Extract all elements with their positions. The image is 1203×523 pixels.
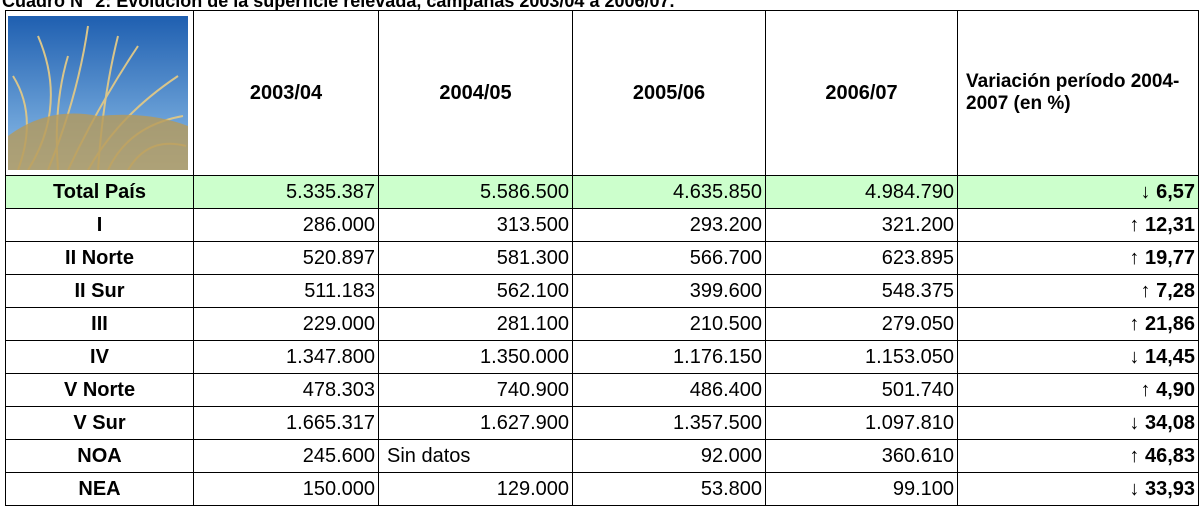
- table-cell: 1.153.050: [765, 340, 958, 374]
- table-cell: 129.000: [378, 472, 573, 506]
- table-cell: 501.740: [765, 373, 958, 407]
- table-cell: ↓ 34,08: [957, 406, 1199, 440]
- header-row: 2003/04 2004/05 2005/06 2006/07 Variación pe…: [5, 10, 1199, 176]
- table-cell: ↓ 6,57: [957, 175, 1199, 209]
- column-header: 2006/07: [765, 10, 958, 176]
- table-cell: 520.897: [193, 241, 379, 275]
- column-header: Variación período 2004-2007 (en %): [957, 10, 1199, 176]
- table-cell: ↑ 46,83: [957, 439, 1199, 473]
- table-cell: 5.586.500: [378, 175, 573, 209]
- table-row: Total País 5.335.387 5.586.500 4.635.850 4.9…: [5, 175, 1199, 209]
- row-label: II Sur: [5, 274, 194, 308]
- table-cell: 1.627.900: [378, 406, 573, 440]
- table-cell: 740.900: [378, 373, 573, 407]
- table-row: III 229.000 281.100 210.500 279.050 ↑ 21,86: [5, 307, 1199, 341]
- table-cell: 486.400: [572, 373, 766, 407]
- table-cell: Sin datos: [378, 439, 573, 473]
- table-cell: 1.347.800: [193, 340, 379, 374]
- table-cell: 478.303: [193, 373, 379, 407]
- column-header: 2003/04: [193, 10, 379, 176]
- table-cell: 511.183: [193, 274, 379, 308]
- row-label: III: [5, 307, 194, 341]
- table-title: Cuadro N° 2: Evolución de la superficie …: [2, 0, 675, 11]
- column-header: 2005/06: [572, 10, 766, 176]
- row-label: Total País: [5, 175, 194, 209]
- table-cell: 229.000: [193, 307, 379, 341]
- row-label: V Norte: [5, 373, 194, 407]
- table-cell: 279.050: [765, 307, 958, 341]
- table-cell: 313.500: [378, 208, 573, 242]
- row-label: I: [5, 208, 194, 242]
- table-cell: 53.800: [572, 472, 766, 506]
- table-cell: 150.000: [193, 472, 379, 506]
- table-cell: 623.895: [765, 241, 958, 275]
- grass-image: [8, 16, 188, 170]
- table-cell: 399.600: [572, 274, 766, 308]
- table-cell: 321.200: [765, 208, 958, 242]
- table-cell: ↑ 21,86: [957, 307, 1199, 341]
- table-row: II Sur 511.183 562.100 399.600 548.375 ↑ 7,28: [5, 274, 1199, 308]
- row-label: NEA: [5, 472, 194, 506]
- table-cell: 281.100: [378, 307, 573, 341]
- table-cell: 293.200: [572, 208, 766, 242]
- table-cell: 4.984.790: [765, 175, 958, 209]
- table-cell: ↑ 12,31: [957, 208, 1199, 242]
- table-cell: 5.335.387: [193, 175, 379, 209]
- table-row: II Norte 520.897 581.300 566.700 623.895 ↑ 19…: [5, 241, 1199, 275]
- table-cell: 4.635.850: [572, 175, 766, 209]
- table-cell: 286.000: [193, 208, 379, 242]
- table-cell: 1.665.317: [193, 406, 379, 440]
- table-cell: ↓ 14,45: [957, 340, 1199, 374]
- table-cell: 566.700: [572, 241, 766, 275]
- row-label: IV: [5, 340, 194, 374]
- data-table: 2003/04 2004/05 2005/06 2006/07 Variación pe…: [5, 10, 1199, 506]
- table-row: I 286.000 313.500 293.200 321.200 ↑ 12,31: [5, 208, 1199, 242]
- table-cell: 210.500: [572, 307, 766, 341]
- table-row: V Norte 478.303 740.900 486.400 501.740 ↑ 4,9…: [5, 373, 1199, 407]
- table-cell: 1.357.500: [572, 406, 766, 440]
- table-cell: ↑ 4,90: [957, 373, 1199, 407]
- table-cell: ↑ 7,28: [957, 274, 1199, 308]
- image-cell: [5, 10, 194, 176]
- table-cell: 92.000: [572, 439, 766, 473]
- table-cell: 360.610: [765, 439, 958, 473]
- table-cell: 245.600: [193, 439, 379, 473]
- table-row: IV 1.347.800 1.350.000 1.176.150 1.153.050 ↓ …: [5, 340, 1199, 374]
- table-cell: 1.176.150: [572, 340, 766, 374]
- table-row: NEA 150.000 129.000 53.800 99.100 ↓ 33,93: [5, 472, 1199, 506]
- table-cell: 1.097.810: [765, 406, 958, 440]
- table-cell: 581.300: [378, 241, 573, 275]
- table-row: V Sur 1.665.317 1.627.900 1.357.500 1.097.81…: [5, 406, 1199, 440]
- row-label: NOA: [5, 439, 194, 473]
- row-label: V Sur: [5, 406, 194, 440]
- table-cell: ↓ 33,93: [957, 472, 1199, 506]
- column-header: 2004/05: [378, 10, 573, 176]
- table-cell: 99.100: [765, 472, 958, 506]
- table-cell: 548.375: [765, 274, 958, 308]
- table-cell: 562.100: [378, 274, 573, 308]
- table-cell: 1.350.000: [378, 340, 573, 374]
- table-row: NOA 245.600 Sin datos 92.000 360.610 ↑ 46,83: [5, 439, 1199, 473]
- row-label: II Norte: [5, 241, 194, 275]
- table-cell: ↑ 19,77: [957, 241, 1199, 275]
